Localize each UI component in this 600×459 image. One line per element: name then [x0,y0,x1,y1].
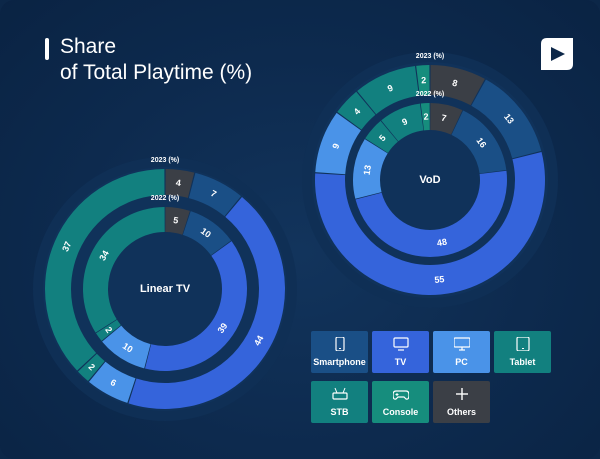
donut-segment-smartphone [182,211,232,256]
title-accent-bar [45,38,49,60]
segment-value-label: 10 [121,341,135,355]
page-title: Share of Total Playtime (%) [60,35,253,84]
segment-value-label: 4 [352,106,363,117]
legend-label: Smartphone [313,357,366,367]
donut-segment-others [430,103,463,135]
segment-value-label: 13 [502,112,516,126]
legend-item-tablet: Tablet [494,331,551,373]
donut-segment-tv [314,151,546,296]
segment-value-label: 8 [451,78,458,89]
legend-item-console: Console [372,381,429,423]
donut-segment-pc [315,112,361,175]
donut-segment-tv [128,196,285,409]
donut-segment-pc [88,361,136,403]
segment-value-label: 7 [440,113,447,124]
segment-value-label: 2 [421,75,427,85]
gamepad-icon [372,387,429,401]
stb-icon [311,387,368,401]
donut-segment-tablet [337,91,376,130]
donut-segment-others [165,169,195,198]
legend-label: STB [330,407,349,417]
segment-value-label: 37 [60,240,73,253]
legend-item-tv: TV [372,331,429,373]
play-square-logo-icon [541,38,573,70]
ring-year-label: 2022 (%) [416,91,444,98]
donut-segment-tablet [77,353,105,382]
segment-value-label: 4 [175,178,181,189]
legend-item-smartphone: Smartphone [311,331,368,373]
segment-value-label: 55 [434,274,445,285]
segment-value-label: 2 [103,325,114,335]
donut-segment-smartphone [451,110,507,174]
donut-segment-stb [381,103,424,142]
donut-segment-others [165,207,190,235]
donut-segment-pc [102,325,151,369]
smartphone-icon [311,337,368,351]
legend-label: TV [394,357,407,367]
donut-segment-stb [83,207,165,333]
donut-segment-stb [45,169,165,371]
segment-value-label: 7 [209,188,218,199]
donut-chart-vod: 8 13 55 9 4 9 2 2023 (%) 7 16 48 13 5 9 2 2022 (%) VoD [302,52,558,308]
legend-label: PC [455,357,468,367]
donut-segment-console [416,65,430,96]
segment-value-label: 9 [400,116,409,127]
donut-segment-tv [355,170,508,258]
segment-value-label: 2 [423,111,429,121]
donut-segment-others [430,65,485,106]
segment-value-label: 34 [97,249,111,263]
segment-value-label: 16 [474,136,488,150]
ring-year-label: 2022 (%) [151,195,179,202]
donut-segment-stb [357,65,419,115]
legend-item-others: Others [433,381,490,423]
segment-value-label: 6 [109,377,118,388]
tv-icon [372,337,429,351]
donut-center-label: Linear TV [140,283,191,295]
legend-label: Tablet [509,357,536,367]
donut-segment-smartphone [471,79,542,159]
donut-segment-tablet [95,319,121,341]
segment-value-label: 48 [436,237,448,249]
segment-value-label: 10 [199,226,213,240]
pc-monitor-icon [433,337,490,351]
legend-item-pc: PC [433,331,490,373]
legend: Smartphone TV PC Tablet STB Console Others [311,331,551,427]
donut-center-label: VoD [419,174,440,186]
tablet-icon [494,337,551,351]
segment-value-label: 2 [87,362,98,373]
segment-value-label: 9 [386,83,395,94]
segment-value-label: 13 [362,164,373,175]
donut-segment-pc [353,139,388,199]
donut-segment-console [420,103,430,131]
segment-value-label: 5 [173,215,180,226]
legend-label: Console [382,407,419,417]
legend-label: Others [446,407,476,417]
donut-backdrop [43,167,287,411]
ring-year-label: 2023 (%) [151,157,179,164]
donut-segment-smartphone [188,172,242,217]
segment-value-label: 5 [377,133,388,143]
donut-segment-tv [145,241,247,371]
segment-value-label: 39 [216,321,230,335]
donut-segment-tablet [365,120,398,153]
segment-value-label: 44 [252,334,266,348]
legend-item-stb: STB [311,381,368,423]
segment-value-label: 9 [330,142,341,150]
ring-year-label: 2023 (%) [416,53,444,60]
plus-icon [433,387,490,401]
donut-backdrop [312,62,548,298]
